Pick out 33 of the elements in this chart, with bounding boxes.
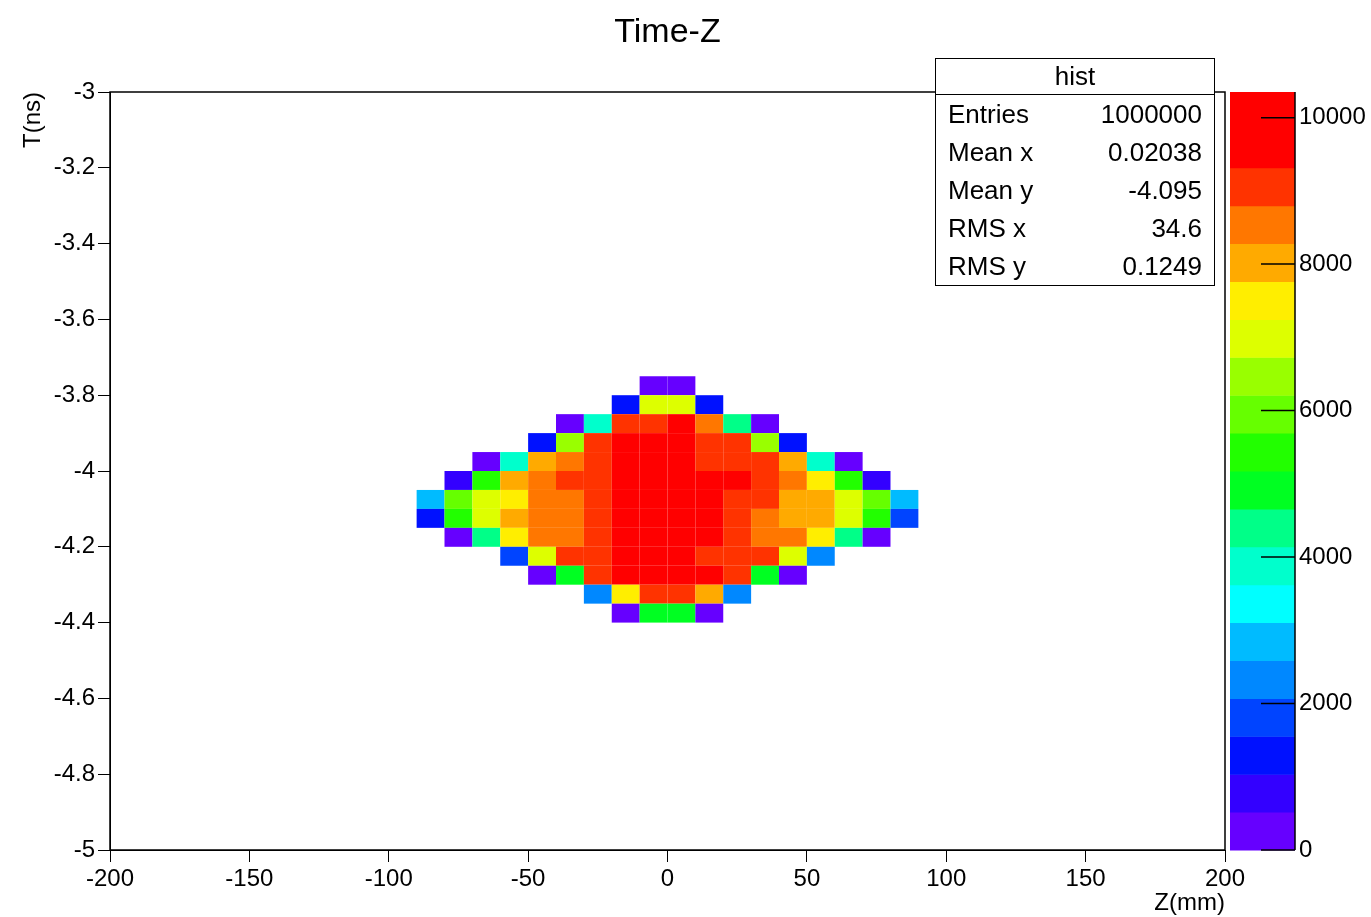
y-axis-title: T(ns) — [18, 92, 45, 148]
x-tick-label: -100 — [364, 864, 413, 892]
y-tick-label: -4 — [73, 455, 95, 483]
text: Mean x 0.02038 — [948, 137, 1202, 167]
y-tick-label: -4.8 — [53, 758, 95, 786]
color-bar-label: 0 — [1299, 834, 1313, 862]
y-tick-label: -3.4 — [53, 228, 95, 256]
x-tick-label: -200 — [85, 864, 135, 892]
color-bar-label: 4000 — [1299, 541, 1353, 569]
y-tick-label: -3.6 — [53, 304, 95, 332]
x-tick-label: 150 — [1065, 864, 1106, 892]
y-tick-label: -3 — [73, 76, 95, 104]
y-tick-label: -4.6 — [53, 683, 95, 711]
color-bar-label: 8000 — [1299, 248, 1353, 276]
color-bar-label: 2000 — [1299, 688, 1353, 716]
x-tick-label: 0 — [660, 864, 675, 892]
text: RMS x 34.6 — [948, 213, 1202, 243]
x-tick-label: -50 — [510, 864, 546, 892]
y-tick-label: -5 — [73, 834, 95, 862]
x-tick-label: 100 — [926, 864, 967, 892]
color-bar-label: 6000 — [1299, 395, 1353, 423]
y-tick-label: -4.2 — [53, 531, 95, 559]
text: hist — [936, 59, 1214, 95]
x-tick-label: -150 — [225, 864, 274, 892]
color-bar-label: 10000 — [1299, 102, 1366, 130]
text: Entries 1000000 — [948, 99, 1202, 129]
y-tick-label: -3.2 — [53, 152, 95, 180]
y-tick-label: -4.4 — [53, 607, 95, 635]
text: Mean y -4.095 — [948, 175, 1202, 205]
y-tick-label: -3.8 — [53, 379, 95, 407]
x-tick-label: 50 — [793, 864, 821, 892]
chart-title: Time-Z — [614, 11, 721, 49]
text: RMS y 0.1249 — [948, 251, 1202, 281]
